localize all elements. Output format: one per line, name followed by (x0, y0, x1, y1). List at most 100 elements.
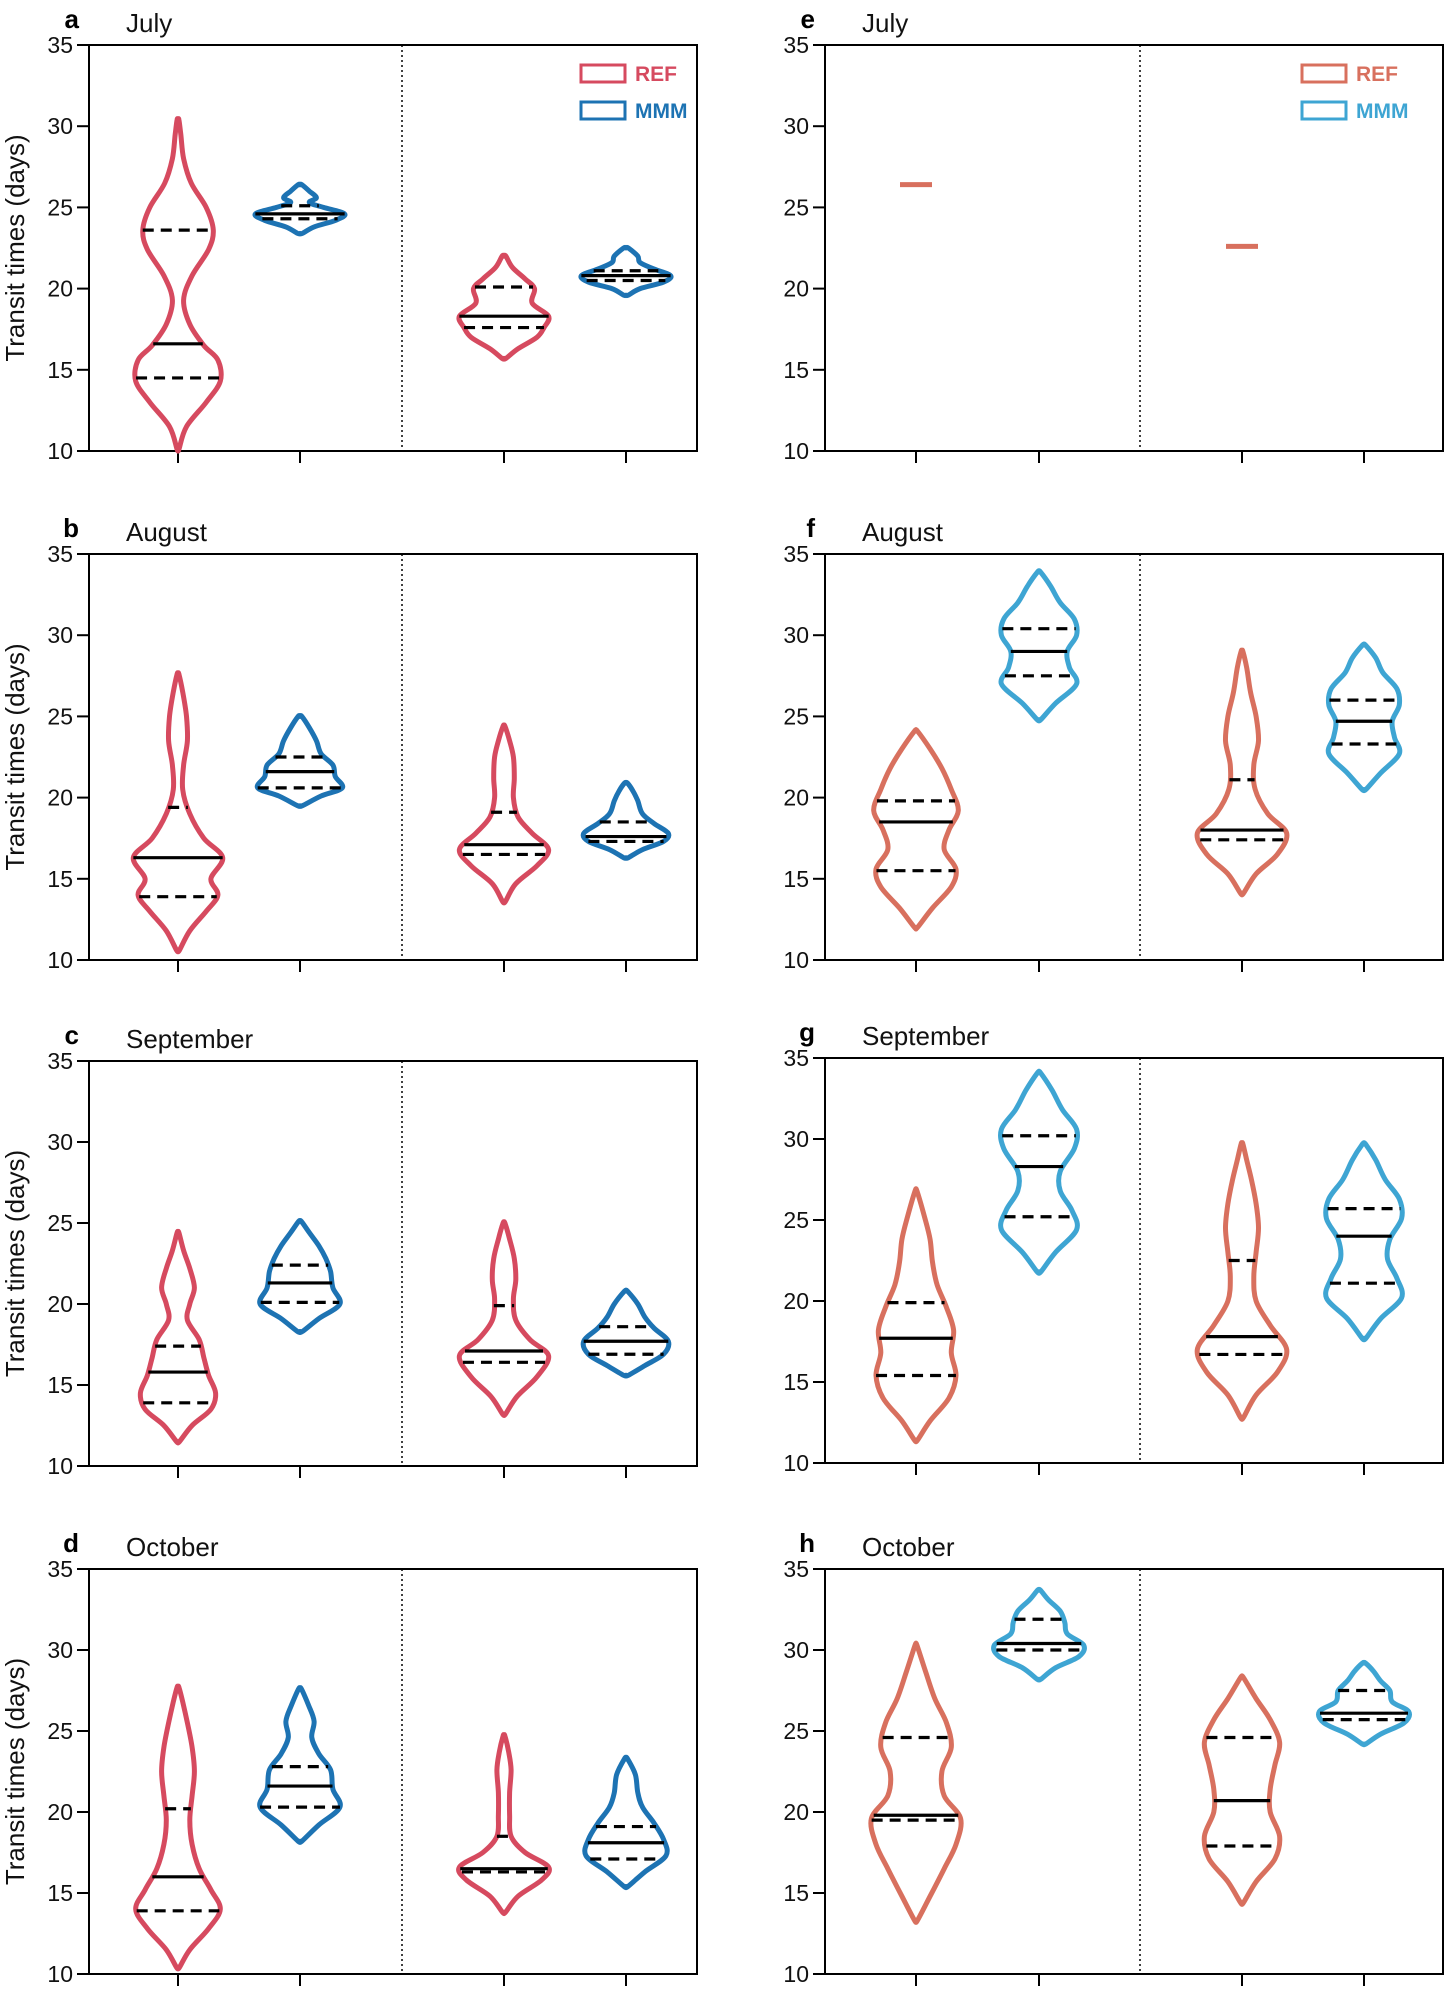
violin-mmm (998, 568, 1080, 724)
violin-mmm (1316, 1659, 1412, 1748)
violin-ref (1194, 1140, 1290, 1422)
y-tick-label: 10 (783, 1961, 809, 1987)
plot-frame (824, 44, 1444, 452)
violin-ref (1201, 1673, 1283, 1907)
violin-mmm (254, 713, 346, 809)
y-tick-label: 30 (47, 1129, 73, 1155)
panel-g: g September 10 15 20 25 30 35 (783, 1017, 1444, 1476)
legend-ref-label: REF (635, 63, 677, 86)
y-tick-label: 30 (783, 622, 809, 648)
panel-h: h October 10 15 20 25 30 35 (783, 1528, 1444, 1987)
legend-mmm-swatch (579, 100, 627, 121)
y-tick-label: 30 (47, 113, 73, 139)
y-tick-label: 15 (47, 866, 73, 892)
y-tick-label: 35 (783, 1045, 809, 1071)
plot-frame (88, 553, 698, 961)
y-tick-label: 25 (47, 194, 73, 220)
y-tick-label: 20 (783, 1288, 809, 1314)
y-tick-label: 35 (783, 32, 809, 58)
panel-title: July (862, 8, 908, 38)
y-tick-label: 30 (783, 1126, 809, 1152)
y-tick-label: 25 (47, 1210, 73, 1236)
y-tick-label: 15 (783, 357, 809, 383)
panel-letter: g (799, 1017, 815, 1047)
y-tick-label: 35 (47, 1556, 73, 1582)
violin-mmm (580, 779, 672, 861)
violin-mmm (580, 1287, 672, 1379)
y-tick-label: 15 (47, 1880, 73, 1906)
y-tick-label: 25 (783, 703, 809, 729)
panel-b: b August 10 15 20 25 30 35 Transit times (days) (0, 513, 698, 973)
violin-ref (456, 1732, 552, 1917)
y-tick-label: 10 (47, 1453, 73, 1479)
violin-ref (130, 670, 226, 955)
plot-frame (88, 44, 698, 452)
violin-mmm (998, 1068, 1080, 1276)
violin-ref (456, 722, 552, 906)
panel-e: e July 10 15 20 25 30 35 REF MMM (783, 4, 1444, 464)
panel-c: c September 10 15 20 25 30 35 Transit times (day… (0, 1020, 698, 1479)
violin-ref (133, 1683, 223, 1972)
panel-a: a July 10 15 20 25 30 35 Transit times (days) REF… (0, 4, 698, 464)
violin-ref (873, 1186, 959, 1445)
panel-letter: h (799, 1528, 815, 1558)
panel-title: August (126, 517, 208, 547)
violin-ref (137, 1228, 219, 1446)
y-tick-label: 30 (783, 1637, 809, 1663)
y-tick-label: 20 (47, 1291, 73, 1317)
y-axis-label: Transit times (days) (0, 1658, 30, 1885)
y-tick-label: 10 (47, 438, 73, 464)
y-tick-label: 30 (783, 113, 809, 139)
y-tick-label: 25 (47, 703, 73, 729)
legend-mmm-label: MMM (1356, 100, 1408, 123)
plot-frame (88, 1568, 698, 1975)
violin-ref (456, 1219, 552, 1418)
plot-frame (824, 553, 1444, 961)
y-axis-label: Transit times (days) (0, 134, 30, 361)
y-tick-label: 30 (47, 1637, 73, 1663)
plot-frame (824, 1057, 1444, 1464)
y-tick-label: 10 (47, 1961, 73, 1987)
y-tick-label: 10 (783, 1450, 809, 1476)
panel-title: September (862, 1021, 990, 1051)
y-tick-label: 20 (783, 1799, 809, 1825)
panel-d: d October 10 15 20 25 30 35 Transit times (days) (0, 1528, 698, 1987)
panel-letter: c (65, 1020, 79, 1050)
panel-letter: d (63, 1528, 79, 1558)
violin-mmm (1325, 641, 1403, 794)
y-tick-label: 25 (783, 1718, 809, 1744)
y-tick-label: 15 (47, 357, 73, 383)
y-axis-label: Transit times (days) (0, 643, 30, 870)
violin-mmm (257, 1685, 343, 1845)
y-tick-label: 10 (783, 438, 809, 464)
violin-mmm (252, 181, 348, 237)
y-tick-label: 35 (47, 1048, 73, 1074)
y-axis-label: Transit times (days) (0, 1150, 30, 1377)
plot-frame (824, 1568, 1444, 1975)
panel-title: September (126, 1024, 254, 1054)
panel-letter: f (806, 513, 815, 543)
legend-ref-swatch (1300, 63, 1348, 84)
plot-frame (88, 1060, 698, 1467)
panel-f: f August 10 15 20 25 30 35 (783, 513, 1444, 973)
y-tick-label: 15 (783, 1369, 809, 1395)
violin-mmm (1323, 1140, 1405, 1343)
legend-ref-label: REF (1356, 63, 1398, 86)
violin-mmm (991, 1586, 1087, 1683)
y-tick-label: 35 (47, 32, 73, 58)
y-tick-label: 20 (47, 1799, 73, 1825)
y-tick-label: 15 (783, 866, 809, 892)
legend-ref-swatch (579, 63, 627, 84)
y-tick-label: 20 (783, 276, 809, 302)
panel-letter: b (63, 513, 79, 543)
y-tick-label: 35 (783, 541, 809, 567)
panel-title: July (126, 8, 172, 38)
y-tick-label: 20 (47, 276, 73, 302)
legend-mmm-label: MMM (635, 100, 687, 123)
legend-mmm-swatch (1300, 100, 1348, 121)
panel-letter: e (801, 4, 815, 34)
violin-ref (456, 252, 552, 362)
y-tick-label: 30 (47, 622, 73, 648)
y-tick-label: 15 (47, 1372, 73, 1398)
